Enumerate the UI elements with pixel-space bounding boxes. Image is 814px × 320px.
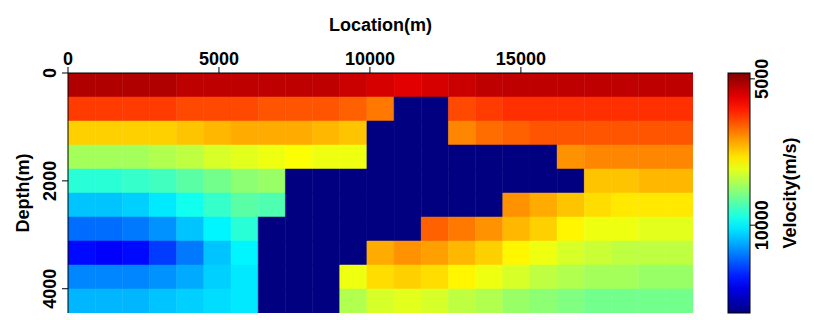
- svg-text:10000: 10000: [345, 49, 395, 69]
- svg-text:5000: 5000: [752, 59, 772, 99]
- svg-text:4000: 4000: [40, 269, 60, 309]
- svg-text:Location(m): Location(m): [329, 15, 432, 35]
- svg-text:5000: 5000: [199, 49, 239, 69]
- svg-text:15000: 15000: [496, 49, 546, 69]
- svg-text:Velocity(m/s): Velocity(m/s): [780, 137, 800, 248]
- svg-text:0: 0: [63, 49, 73, 69]
- svg-text:Depth(m): Depth(m): [13, 154, 33, 233]
- svg-text:2000: 2000: [40, 161, 60, 201]
- svg-text:10000: 10000: [752, 200, 772, 250]
- svg-text:0: 0: [40, 68, 60, 78]
